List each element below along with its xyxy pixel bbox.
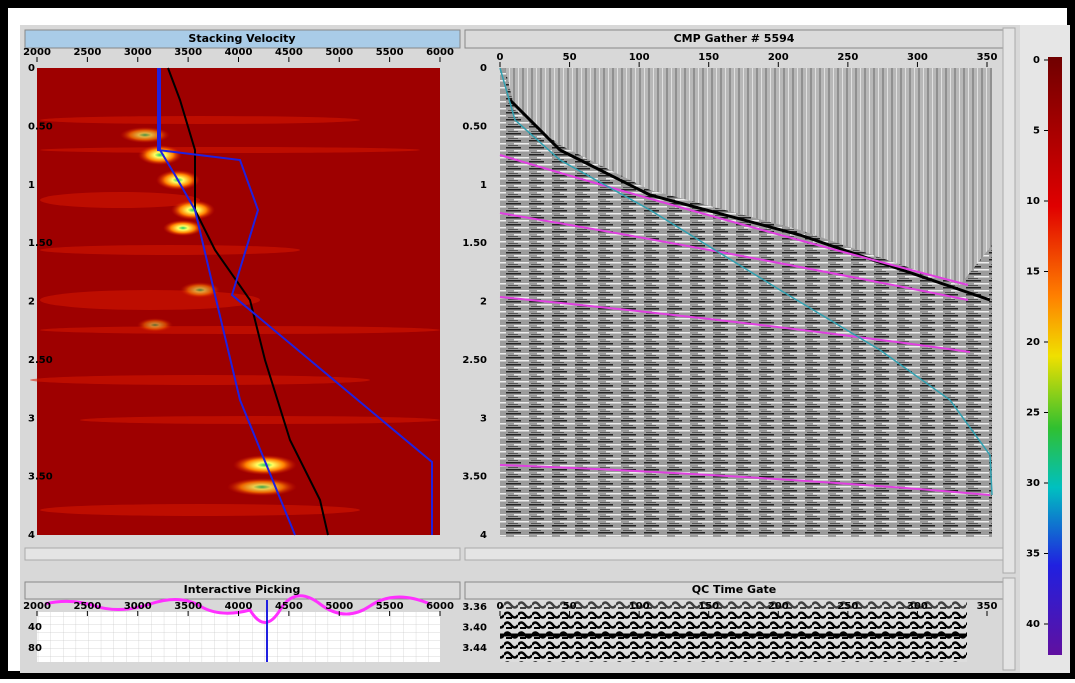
y-tick-label: 1.50 xyxy=(28,238,53,249)
colorbar-label: 35 xyxy=(1026,549,1040,560)
x-tick-label: 3000 xyxy=(124,47,152,58)
x-tick-label: 5500 xyxy=(376,601,404,612)
x-tick-label: 250 xyxy=(837,52,858,63)
h-scrollbar[interactable] xyxy=(464,547,1004,561)
x-tick-label: 100 xyxy=(629,601,650,612)
x-tick-label: 350 xyxy=(977,601,998,612)
x-tick-label: 150 xyxy=(698,52,719,63)
x-tick-label: 2500 xyxy=(73,601,101,612)
y-tick-label: 1.50 xyxy=(462,238,487,249)
panel-title: QC Time Gate xyxy=(692,583,776,596)
x-tick-label: 50 xyxy=(563,601,577,612)
y-tick-label: 3 xyxy=(28,413,35,424)
y-tick-label: 3.50 xyxy=(28,472,53,483)
y-tick-label: 4 xyxy=(480,530,487,541)
v-scrollbar[interactable] xyxy=(1002,577,1016,671)
y-tick-label: 3.50 xyxy=(462,472,487,483)
y-tick-label: 1 xyxy=(480,180,487,191)
colorbar-label: 20 xyxy=(1026,337,1040,348)
colorbar-label: 10 xyxy=(1026,196,1040,207)
y-tick-label: 40 xyxy=(28,622,42,633)
y-tick-label: 0 xyxy=(480,63,487,74)
y-tick-label: 3 xyxy=(480,413,487,424)
y-tick-label: 0.50 xyxy=(28,121,53,132)
colorbar-label: 40 xyxy=(1026,619,1040,630)
x-tick-label: 3500 xyxy=(174,601,202,612)
velocity-picks xyxy=(159,68,296,536)
title-bar xyxy=(24,29,461,49)
x-tick-label: 0 xyxy=(497,601,504,612)
x-tick-label: 2500 xyxy=(73,47,101,58)
x-tick-label: 4000 xyxy=(225,47,253,58)
panel-title: Interactive Picking xyxy=(184,583,301,596)
colorbar-label: 15 xyxy=(1026,267,1040,278)
x-tick-label: 350 xyxy=(977,52,998,63)
panel-title: CMP Gather # 5594 xyxy=(674,32,795,45)
qc-traces xyxy=(500,612,967,662)
x-tick-label: 4500 xyxy=(275,47,303,58)
colorbar-label: 25 xyxy=(1026,408,1040,419)
x-tick-label: 4000 xyxy=(225,601,253,612)
panel-title: Stacking Velocity xyxy=(188,32,295,45)
x-tick-label: 2000 xyxy=(23,601,51,612)
reference-curve xyxy=(167,67,329,536)
colorbar-label: 5 xyxy=(1033,126,1040,137)
title-bar xyxy=(24,581,461,600)
y-tick-label: 2 xyxy=(28,297,35,308)
x-tick-label: 2000 xyxy=(23,47,51,58)
x-tick-label: 5000 xyxy=(325,601,353,612)
x-tick-label: 100 xyxy=(629,52,650,63)
y-tick-label: 4 xyxy=(28,530,35,541)
v-scrollbar[interactable] xyxy=(1002,27,1016,574)
y-tick-label: 3.36 xyxy=(462,602,487,613)
y-tick-label: 2 xyxy=(480,297,487,308)
x-tick-label: 5500 xyxy=(376,47,404,58)
x-tick-label: 3500 xyxy=(174,47,202,58)
x-tick-label: 300 xyxy=(907,601,928,612)
x-tick-label: 5000 xyxy=(325,47,353,58)
y-tick-label: 3.44 xyxy=(462,643,487,654)
x-tick-label: 4500 xyxy=(275,601,303,612)
pick-bound xyxy=(157,68,433,535)
y-tick-label: 0 xyxy=(28,63,35,74)
x-tick-label: 3000 xyxy=(124,601,152,612)
x-tick-label: 6000 xyxy=(426,47,454,58)
x-tick-label: 200 xyxy=(768,52,789,63)
y-tick-label: 1 xyxy=(28,180,35,191)
x-tick-label: 200 xyxy=(768,601,789,612)
y-tick-label: 2.50 xyxy=(28,355,53,366)
y-tick-label: 80 xyxy=(28,643,42,654)
colorbar-label: 0 xyxy=(1033,55,1040,66)
picking-grid xyxy=(37,612,440,662)
y-tick-label: 3.40 xyxy=(462,623,487,634)
colorbar-label: 30 xyxy=(1026,478,1040,489)
y-tick-label: 0.50 xyxy=(462,121,487,132)
x-tick-label: 50 xyxy=(563,52,577,63)
y-tick-label: 2.50 xyxy=(462,355,487,366)
h-scrollbar[interactable] xyxy=(24,547,461,561)
x-tick-label: 250 xyxy=(837,601,858,612)
colorbar xyxy=(1048,57,1062,655)
x-tick-label: 150 xyxy=(698,601,719,612)
x-tick-label: 0 xyxy=(497,52,504,63)
colorbar-panel xyxy=(1020,25,1070,673)
x-tick-label: 300 xyxy=(907,52,928,63)
mute-zone xyxy=(505,68,992,285)
x-tick-label: 6000 xyxy=(426,601,454,612)
